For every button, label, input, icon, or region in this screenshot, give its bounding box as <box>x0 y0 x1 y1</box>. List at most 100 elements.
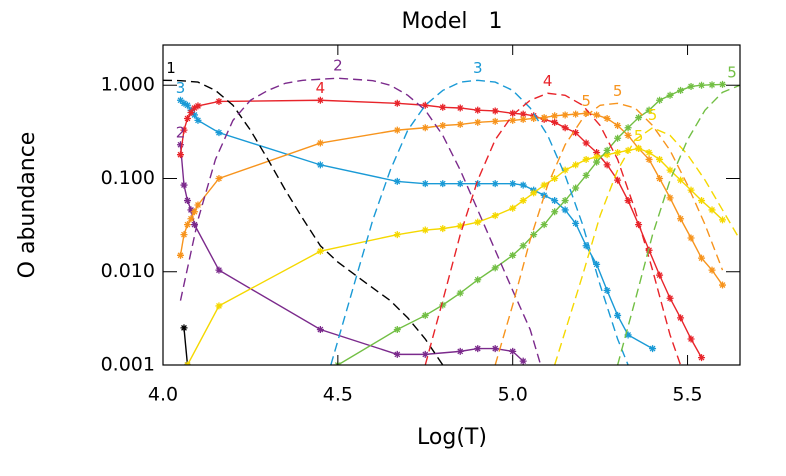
marker <box>687 186 695 194</box>
marker <box>180 324 188 332</box>
y-tick-label: 0.010 <box>101 260 155 282</box>
marker <box>649 345 657 353</box>
marker <box>421 101 429 109</box>
marker <box>474 118 482 126</box>
marker <box>187 215 195 223</box>
marker <box>635 221 643 229</box>
marker <box>190 208 198 216</box>
marker <box>393 99 401 107</box>
marker <box>540 114 548 122</box>
marker <box>582 242 590 250</box>
marker <box>194 116 202 124</box>
dashed-line <box>494 102 724 365</box>
marker <box>519 357 527 365</box>
marker <box>698 197 706 205</box>
marker <box>719 216 727 224</box>
marker <box>572 129 580 137</box>
marker <box>593 158 601 166</box>
marker <box>393 177 401 185</box>
marker <box>183 221 191 229</box>
marker <box>593 260 601 268</box>
marker <box>698 81 706 89</box>
marker <box>519 181 527 189</box>
marker <box>491 212 499 220</box>
marker <box>551 112 559 120</box>
marker <box>530 114 538 122</box>
marker <box>677 215 685 223</box>
marker <box>687 234 695 242</box>
marker <box>666 166 674 174</box>
curve-label: 2 <box>333 57 343 75</box>
marker <box>540 221 548 229</box>
marker <box>474 276 482 284</box>
axes-frame <box>162 44 741 366</box>
marker <box>509 204 517 212</box>
marker <box>540 181 548 189</box>
marker <box>491 264 499 272</box>
marker <box>519 197 527 205</box>
dashed-line <box>330 79 629 365</box>
marker <box>530 189 538 197</box>
marker <box>614 121 622 129</box>
marker <box>439 103 447 111</box>
marker <box>176 151 184 159</box>
marker <box>582 139 590 147</box>
marker <box>509 251 517 259</box>
marker <box>491 180 499 188</box>
marker <box>687 335 695 343</box>
x-tick-label: 5.0 <box>498 384 528 406</box>
marker <box>582 109 590 117</box>
series-line <box>180 99 653 350</box>
marker <box>614 311 622 319</box>
marker <box>194 201 202 209</box>
marker <box>439 121 447 129</box>
marker <box>456 222 464 230</box>
marker <box>677 176 685 184</box>
marker <box>190 221 198 229</box>
dashed-line <box>424 92 682 365</box>
marker <box>561 206 569 214</box>
plot-area <box>163 77 740 365</box>
marker <box>439 180 447 188</box>
marker <box>439 225 447 233</box>
marker <box>666 194 674 202</box>
marker <box>603 151 611 159</box>
marker <box>593 153 601 161</box>
marker <box>635 144 643 152</box>
marker <box>316 139 324 147</box>
marker <box>519 242 527 250</box>
marker <box>509 109 517 117</box>
curve-label: 2 <box>176 123 186 141</box>
marker <box>491 345 499 353</box>
marker <box>316 161 324 169</box>
marker <box>421 180 429 188</box>
marker <box>474 218 482 226</box>
marker <box>593 111 601 119</box>
marker <box>614 134 622 142</box>
marker <box>561 124 569 132</box>
marker <box>439 301 447 309</box>
x-tick-label: 5.5 <box>672 384 702 406</box>
marker <box>572 161 580 169</box>
marker <box>215 174 223 182</box>
marker <box>509 347 517 355</box>
y-tick-label: 0.100 <box>101 167 155 189</box>
marker <box>393 231 401 239</box>
series-line <box>337 83 723 365</box>
marker <box>183 197 191 205</box>
series-line <box>179 144 524 362</box>
marker <box>509 180 517 188</box>
marker <box>656 271 664 279</box>
x-tick-label: 4.5 <box>323 384 353 406</box>
marker <box>551 174 559 182</box>
marker <box>474 106 482 114</box>
marker <box>603 114 611 122</box>
y-axis-label: O abundance <box>15 132 40 279</box>
chart-title: Model 1 <box>401 9 502 34</box>
marker <box>180 231 188 239</box>
marker <box>719 281 727 289</box>
curve-label: 5 <box>634 127 644 145</box>
marker <box>656 96 664 104</box>
marker <box>645 106 653 114</box>
marker <box>421 311 429 319</box>
